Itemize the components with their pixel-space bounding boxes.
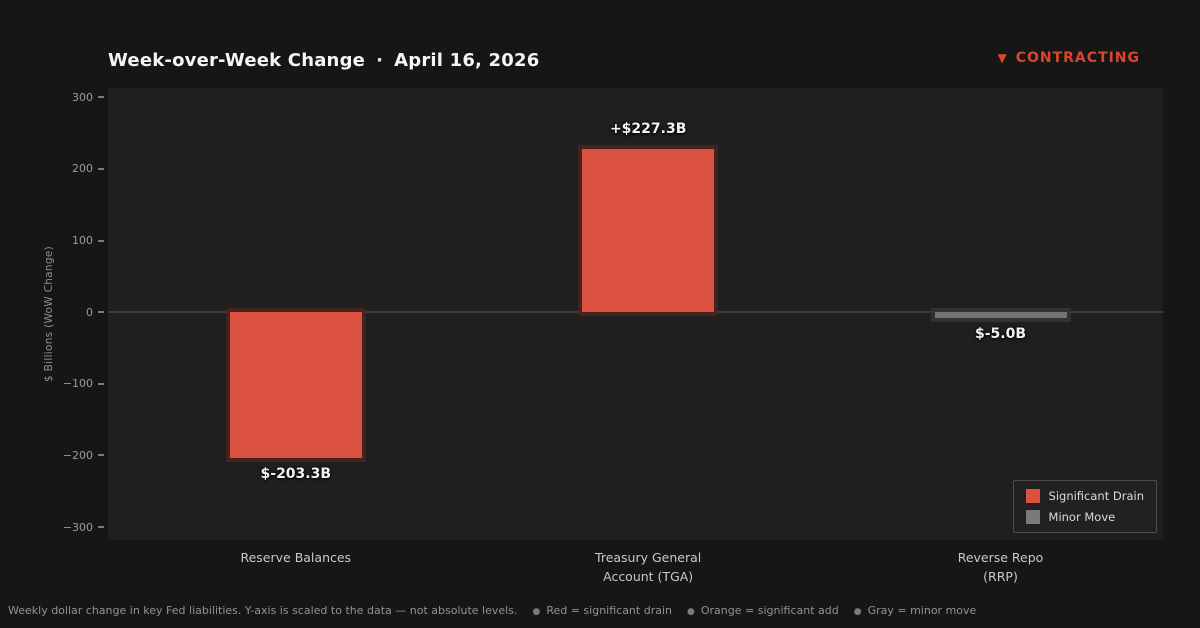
y-tick-label: 300 (72, 90, 93, 104)
y-tick: −100 (0, 376, 106, 392)
footer-key-orange: ● Orange = significant add (687, 604, 839, 617)
bullet-icon: ● (687, 607, 695, 617)
footer-key-gray: ● Gray = minor move (854, 604, 977, 617)
footer-key-red-text: Red = significant drain (546, 604, 672, 617)
bar-0 (225, 308, 366, 462)
y-tick-label: −100 (62, 377, 93, 391)
down-triangle-icon: ▼ (997, 51, 1007, 65)
y-tick-label: 0 (86, 305, 93, 319)
x-category-label: Reserve Balances (240, 550, 352, 565)
legend-item-label: Minor Move (1048, 510, 1116, 524)
footer-text: Weekly dollar change in key Fed liabilit… (8, 604, 518, 617)
legend-item-label: Significant Drain (1048, 489, 1144, 503)
status-label: CONTRACTING (1015, 50, 1140, 66)
plot-area: Significant Drain Minor Move $-203.3B +$22… (108, 88, 1163, 540)
status-badge: ▼ CONTRACTING (997, 50, 1140, 66)
title-date: April 16, 2026 (394, 50, 540, 71)
bar-value-label: $-5.0B (975, 326, 1027, 343)
x-axis-labels: Reserve Balances Treasury General Account… (108, 549, 1163, 597)
x-category-label: Reverse Repo (RRP) (957, 550, 1044, 584)
y-tick-mark (98, 382, 104, 385)
y-tick: 200 (0, 161, 106, 177)
title-separator: · (376, 50, 384, 71)
title-text: Week-over-Week Change (108, 50, 366, 71)
y-tick-mark (98, 239, 104, 242)
legend: Significant Drain Minor Move (1012, 480, 1157, 533)
y-tick-mark (98, 167, 104, 170)
y-tick-label: 200 (72, 162, 93, 176)
footer-key-red: ● Red = significant drain (532, 604, 672, 617)
y-axis-ticks: 300 200 100 0 −100 −200 −300 (0, 88, 106, 540)
legend-item: Minor Move (1025, 510, 1144, 524)
legend-item: Significant Drain (1025, 489, 1144, 503)
y-tick-mark (98, 526, 104, 529)
y-tick-mark (98, 96, 104, 99)
y-tick: −200 (0, 447, 106, 463)
footer-key-gray-text: Gray = minor move (867, 604, 977, 617)
y-tick: −300 (0, 519, 106, 535)
page-title: Week-over-Week Change · April 16, 2026 (108, 50, 539, 71)
footer-key-orange-text: Orange = significant add (700, 604, 839, 617)
bar-2 (930, 308, 1071, 323)
bar-1 (578, 145, 719, 317)
bar-value-label: $-203.3B (260, 465, 332, 482)
legend-swatch (1025, 510, 1040, 524)
footer-note: Weekly dollar change in key Fed liabilit… (8, 604, 1192, 617)
y-tick: 0 (0, 304, 106, 320)
y-tick-label: −200 (62, 448, 93, 462)
legend-swatch (1025, 489, 1040, 503)
y-tick: 100 (0, 233, 106, 249)
y-tick: 300 (0, 89, 106, 105)
y-tick-mark (98, 311, 104, 314)
bar-value-label: +$227.3B (609, 121, 687, 138)
bullet-icon: ● (532, 607, 541, 617)
y-tick-label: 100 (72, 234, 93, 248)
x-category-label: Treasury General Account (TGA) (595, 550, 702, 584)
bullet-icon: ● (853, 607, 862, 617)
y-tick-label: −300 (62, 520, 93, 534)
y-tick-mark (98, 454, 104, 457)
